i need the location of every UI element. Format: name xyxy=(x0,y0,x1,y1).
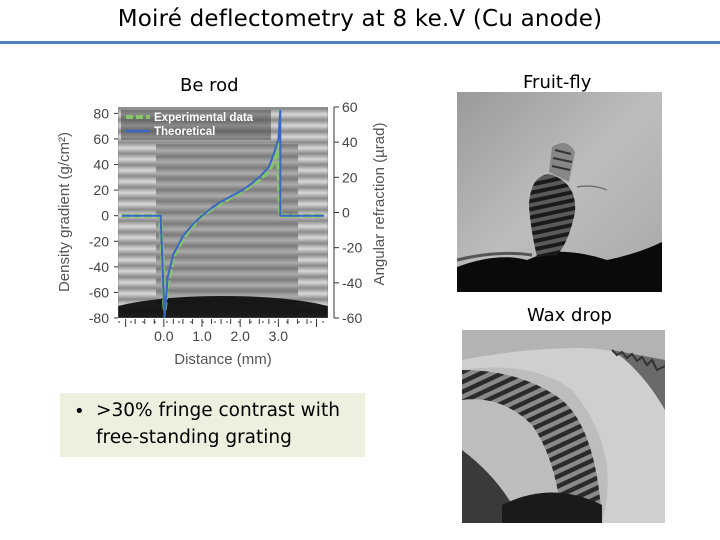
x-tick-label: 3.0 xyxy=(269,328,289,344)
x-tick-label: 2.0 xyxy=(230,328,250,344)
bullet-box: • >30% fringe contrast with free-standin… xyxy=(60,393,365,457)
y-tick-label: 80 xyxy=(93,105,109,121)
fruit-fly-image xyxy=(457,92,662,292)
y-tick-label: -40 xyxy=(89,259,109,275)
y2-tick-label: 60 xyxy=(342,99,358,115)
y2-tick-label: -60 xyxy=(342,310,362,326)
y2-tick-label: -40 xyxy=(342,275,362,291)
x-axis: 0.0 1.0 2.0 3.0 xyxy=(118,319,328,344)
wax-drop-image xyxy=(462,330,665,523)
theoretical-line xyxy=(121,109,325,318)
title-rule xyxy=(0,41,720,44)
x-axis-label: Distance (mm) xyxy=(174,351,272,368)
series-layer xyxy=(121,109,325,318)
y-tick-label: -80 xyxy=(89,310,109,326)
bullet-dot: • xyxy=(74,401,85,422)
y-axis-left: 80 60 40 20 0 -20 -40 -60 -80 xyxy=(89,105,118,326)
be-rod-caption: Be rod xyxy=(180,75,239,96)
y-tick-label: 0 xyxy=(101,208,109,224)
y2-tick-label: 40 xyxy=(342,134,358,150)
y2-tick-label: 20 xyxy=(342,169,358,185)
y2-axis-label: Angular refraction (µrad) xyxy=(371,123,388,286)
fruit-fly-caption: Fruit-fly xyxy=(523,72,592,93)
y-tick-label: 20 xyxy=(93,182,109,198)
x-tick-label: 0.0 xyxy=(154,328,174,344)
x-tick-label: 1.0 xyxy=(192,328,212,344)
y-axis-label: Density gradient (g/cm²) xyxy=(56,132,73,292)
y-tick-label: 60 xyxy=(93,131,109,147)
y2-tick-label: -20 xyxy=(342,240,362,256)
moire-background xyxy=(118,107,328,318)
bullet-text: >30% fringe contrast with free-standing … xyxy=(96,400,340,448)
legend-label-theoretical: Theoretical xyxy=(154,126,215,138)
y-tick-label: -20 xyxy=(89,233,109,249)
legend-label-experimental: Experimental data xyxy=(154,112,254,124)
y-axis-right: 60 40 20 0 -20 -40 -60 xyxy=(333,99,362,326)
be-rod-chart: 80 60 40 20 0 -20 -40 -60 -80 60 40 20 0 -20 -40 -60 0… xyxy=(56,99,388,368)
y-tick-label: 40 xyxy=(93,157,109,173)
wax-drop-caption: Wax drop xyxy=(527,305,612,326)
slide-title: Moiré deflectometry at 8 ke.V (Cu anode) xyxy=(117,6,603,32)
y2-tick-label: 0 xyxy=(342,205,350,221)
legend: Experimental data Theoretical xyxy=(121,110,271,140)
y-tick-label: -60 xyxy=(89,284,109,300)
